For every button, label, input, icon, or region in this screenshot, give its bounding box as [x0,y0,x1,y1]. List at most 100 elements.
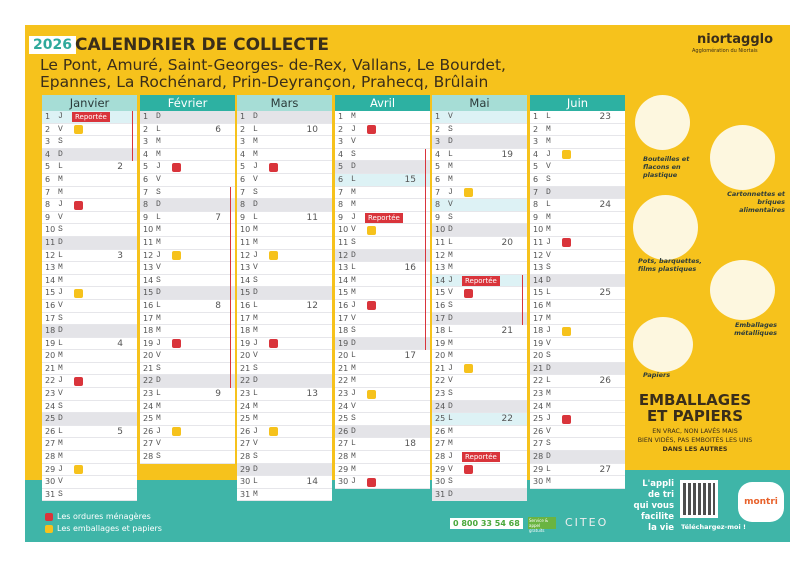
day-number: 13 [533,263,544,273]
day-number: 21 [240,363,251,373]
day-number: 17 [45,313,56,323]
day-row: 18 [335,325,430,338]
day-number: 21 [533,363,544,373]
day-number: 13 [45,263,56,273]
day-row: 27 [42,438,137,452]
day-row: 1 [237,111,332,124]
day-number: 10 [533,225,544,235]
qr-code[interactable] [680,480,718,518]
day-row: 30 [335,476,430,489]
day-row: 13 [42,262,137,275]
day-row: 4 19 [432,149,527,162]
week-number: 2 [117,162,123,173]
day-number: 25 [435,414,446,424]
day-row: 25 [335,413,430,426]
day-number: 4 [435,149,441,159]
day-row: 27 [140,438,235,452]
day-row: 9 [42,212,137,225]
day-number: 3 [435,137,441,147]
day-number: 24 [240,401,251,411]
day-number: 18 [533,326,544,336]
day-number: 29 [435,464,446,474]
day-row: 18 21 [432,325,527,338]
day-number: 28 [338,452,349,462]
day-row: 27 18 [335,438,430,452]
day-number: 11 [533,237,544,247]
day-number: 5 [435,162,441,172]
app-line: facilite [640,512,674,522]
day-row: 27 [530,438,625,452]
day-row: 22 [42,375,137,389]
legend-yellow: Les emballages et papiers [45,524,162,533]
day-number: 5 [533,162,539,172]
day-number: 24 [338,401,349,411]
phone-number[interactable]: 0 800 33 54 68 [450,518,523,529]
day-row: 11 [237,237,332,250]
day-number: 4 [533,149,539,159]
day-row: 21 [237,363,332,376]
day-row: 28 [140,451,235,464]
day-number: 16 [143,300,154,310]
day-number: 10 [338,225,349,235]
day-number: 20 [533,351,544,361]
day-row: 20 [530,350,625,363]
day-number: 25 [45,414,56,424]
day-row: 9 11 [237,212,332,225]
day-number: 8 [45,200,51,210]
day-row: 3 [335,136,430,149]
day-row: 20 [140,350,235,363]
emballages-collection-marker [74,125,83,135]
emballages-collection-marker [172,427,181,437]
day-row: 7 [530,186,625,200]
day-number: 23 [435,389,446,399]
day-row: 4 [42,148,137,162]
day-row: 31 [432,488,527,502]
day-number: 20 [45,351,56,361]
reportee-badge: Reportée [462,275,500,286]
week-number: 13 [306,389,318,400]
day-row: 23 [42,388,137,401]
ordures-collection-marker [464,288,473,298]
day-number: 10 [240,225,251,235]
day-row: 14 [140,275,235,288]
day-row: 27 [432,438,527,452]
day-number: 31 [45,489,56,499]
day-row: 4 [237,149,332,162]
day-row: 3 [530,136,625,149]
communes-line-2: Epannes, La Rochénard, Prin-Deyrançon, P… [40,73,489,91]
day-row: 11 [140,237,235,250]
day-row: 16 [42,300,137,313]
download-link[interactable]: Téléchargez-moi ! [681,523,746,531]
week-number: 27 [599,464,611,475]
papers-icon [633,317,693,372]
week-number: 6 [215,124,221,135]
day-row: 7 [140,187,235,200]
day-row: 11 [530,237,625,250]
ordures-collection-marker [74,376,83,386]
day-number: 3 [533,137,539,147]
day-letters: VSDLMMJVSDLMMJVSDLMMJVSDLMMJVSD [448,112,453,499]
day-row: 13 [530,262,625,275]
day-row: 12 [530,250,625,263]
day-number: 15 [338,288,349,298]
day-number: 20 [435,351,446,361]
day-number: 4 [143,149,149,159]
day-number: 22 [338,376,349,386]
day-row: 12 [140,250,235,263]
day-row: 14 [42,275,137,288]
category-label: Cartonnettes et briques alimentaires [727,190,785,214]
day-letters: LMMJVSDLMMJVSDLMMJVSDLMMJVSDLM [546,112,551,487]
day-number: 11 [338,237,349,247]
day-number: 29 [533,464,544,474]
legend-red-label: Les ordures ménagères [57,512,151,521]
day-row: 28 [335,451,430,464]
day-row: 3 [237,136,332,149]
day-number: 18 [338,326,349,336]
day-row: 15 [237,287,332,300]
day-number: 22 [143,376,154,386]
month-header: Mai [432,95,527,111]
day-number: 13 [435,263,446,273]
day-number: 25 [143,414,154,424]
day-row: 21 [140,363,235,376]
